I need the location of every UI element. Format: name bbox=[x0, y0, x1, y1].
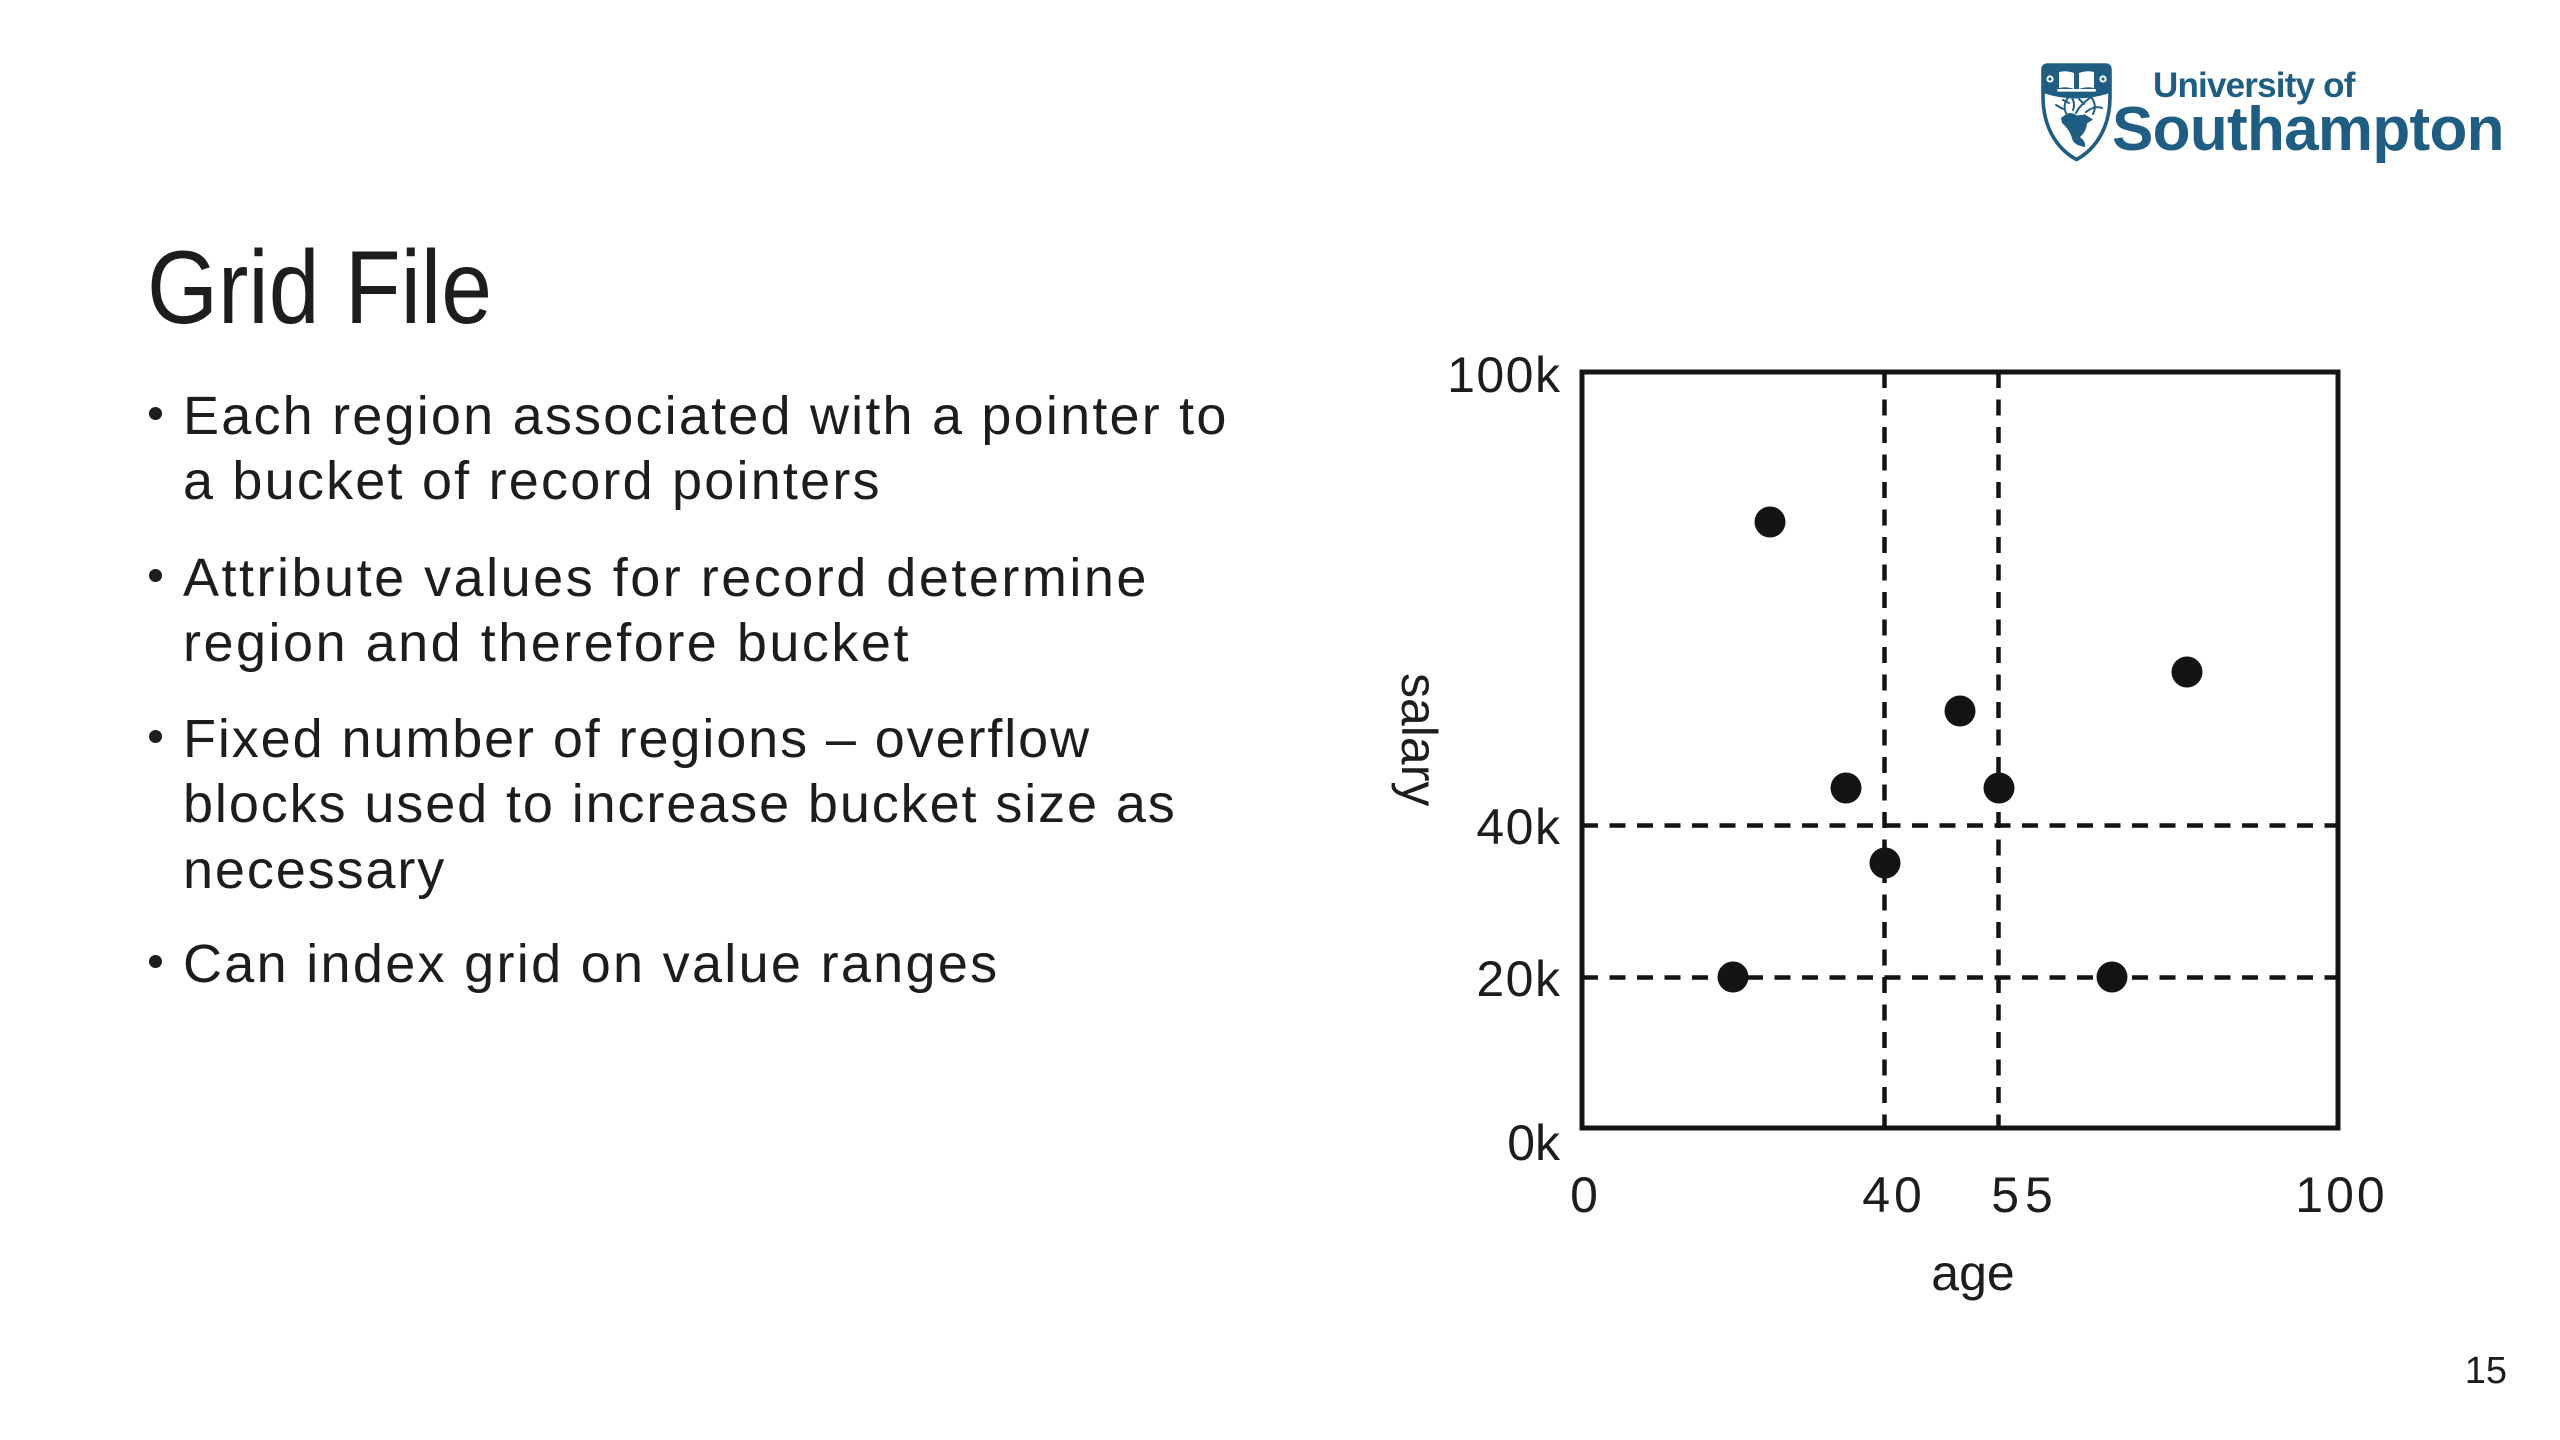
svg-text:55: 55 bbox=[1991, 1167, 2059, 1223]
svg-text:40: 40 bbox=[1862, 1167, 1926, 1223]
svg-text:Southampton: Southampton bbox=[2112, 95, 2504, 164]
svg-text:age: age bbox=[1931, 1245, 2014, 1301]
svg-text:University of: University of bbox=[2153, 66, 2356, 105]
svg-text:40k: 40k bbox=[1476, 799, 1561, 855]
svg-text:0: 0 bbox=[1570, 1167, 1598, 1223]
svg-text:0k: 0k bbox=[1507, 1115, 1561, 1171]
svg-text:100k: 100k bbox=[1447, 347, 1561, 403]
svg-text:salary: salary bbox=[1391, 673, 1447, 806]
svg-text:20k: 20k bbox=[1476, 951, 1561, 1007]
svg-text:100: 100 bbox=[2295, 1167, 2387, 1223]
